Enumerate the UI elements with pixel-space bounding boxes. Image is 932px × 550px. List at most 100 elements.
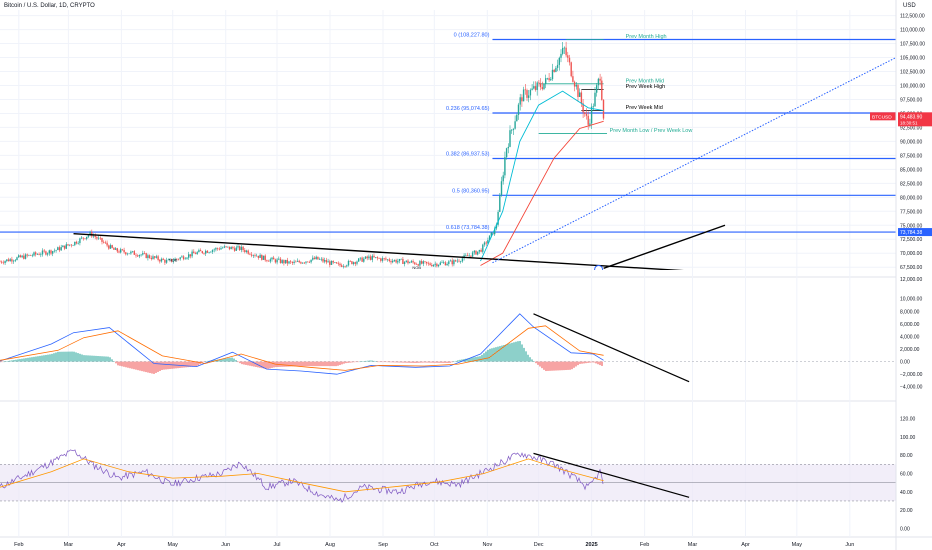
candle-body — [140, 254, 142, 256]
fib-level-label: 0.236 (95,074.65) — [446, 106, 490, 112]
macd-histogram-bar — [475, 356, 477, 362]
candle-body — [460, 261, 462, 262]
candle-body — [257, 255, 260, 258]
candle-body — [104, 242, 107, 244]
candle-body — [346, 265, 348, 267]
symbol-badge-text: BTCUSD — [872, 114, 892, 120]
macd-histogram-bar — [87, 355, 89, 362]
candle-body — [191, 251, 193, 257]
candle-body — [103, 241, 105, 243]
macd-histogram-bar — [331, 361, 333, 367]
macd-histogram-bar — [5, 361, 7, 362]
candle-body — [354, 262, 356, 264]
candle-body — [480, 249, 482, 252]
candle-body — [232, 247, 234, 249]
candle-body — [133, 251, 135, 255]
candle-body — [444, 262, 447, 266]
macd-histogram-bar — [17, 359, 19, 362]
price-y-tick: 92,500.00 — [900, 125, 922, 131]
candle-body — [228, 246, 231, 250]
macd-histogram-bar — [431, 361, 433, 363]
candle-body — [211, 250, 214, 252]
candle-body — [14, 260, 16, 261]
candle-body — [599, 78, 601, 81]
candle-body — [65, 244, 67, 249]
macd-histogram-bar — [385, 361, 387, 363]
macd-histogram-bar — [487, 349, 489, 362]
x-tick-label: May — [168, 542, 179, 548]
candle-body — [171, 258, 173, 262]
macd-histogram-bar — [403, 361, 405, 363]
candle-body — [181, 256, 183, 258]
candle-body — [412, 261, 414, 263]
macd-histogram-bar — [51, 353, 53, 362]
macd-histogram-bar — [243, 361, 245, 365]
candle-body — [541, 87, 543, 90]
candle-body — [592, 106, 594, 107]
macd-histogram-bar — [71, 351, 73, 362]
macd-histogram-bar — [165, 361, 167, 370]
macd-histogram-bar — [25, 358, 27, 362]
rsi-y-tick: 120.00 — [900, 417, 916, 423]
macd-histogram-bar — [373, 360, 375, 362]
candle-body — [358, 258, 360, 262]
candle-body — [347, 260, 350, 266]
candle-body — [155, 256, 158, 258]
macd-histogram-bar — [445, 361, 447, 363]
macd-histogram-bar — [533, 361, 535, 363]
candle-body — [16, 257, 18, 261]
macd-histogram-bar — [555, 361, 557, 371]
candle-body — [392, 260, 394, 263]
candle-body — [45, 251, 47, 255]
candle-body — [80, 237, 83, 239]
macd-line — [0, 313, 604, 375]
x-tick-label: 2025 — [586, 542, 598, 548]
candle-body — [410, 261, 413, 263]
candle-body — [369, 256, 372, 260]
candle-body — [252, 255, 254, 256]
macd-histogram-bar — [191, 361, 193, 367]
macd-histogram-bar — [519, 341, 521, 362]
macd-histogram-bar — [315, 361, 317, 367]
macd-histogram-bar — [267, 361, 269, 369]
candle-body — [220, 248, 222, 250]
candle-body — [162, 258, 164, 260]
candle-body — [427, 263, 430, 264]
candle-body — [143, 253, 146, 254]
macd-histogram-bar — [299, 361, 301, 367]
candle-body — [318, 259, 321, 260]
candle-body — [451, 260, 453, 265]
macd-histogram-bar — [321, 361, 323, 367]
candle-body — [533, 86, 535, 89]
candle-body — [58, 247, 61, 251]
candle-body — [485, 242, 487, 244]
macd-histogram-bar — [233, 358, 235, 362]
candle-body — [534, 86, 537, 90]
macd-histogram-bar — [401, 361, 403, 363]
macd-histogram-bar — [263, 361, 265, 369]
candle-body — [512, 128, 515, 130]
rsi-y-tick: 80.00 — [900, 453, 913, 459]
macd-histogram-bar — [265, 361, 267, 369]
candle-body — [393, 259, 396, 261]
candle-body — [116, 248, 118, 252]
candle-body — [308, 262, 311, 263]
macd-histogram-bar — [0, 361, 1, 363]
macd-histogram-bar — [581, 361, 583, 364]
candle-body — [539, 83, 542, 88]
candle-body — [344, 266, 346, 267]
candle-body — [74, 241, 76, 246]
macd-histogram-bar — [189, 361, 191, 367]
candle-body — [502, 175, 504, 182]
candle-body — [339, 263, 341, 266]
macd-histogram-bar — [489, 348, 491, 362]
macd-histogram-bar — [521, 344, 523, 362]
macd-histogram-bar — [245, 361, 247, 365]
candle-body — [375, 257, 377, 258]
candle-body — [524, 89, 526, 91]
candle-body — [322, 258, 324, 262]
macd-histogram-bar — [513, 342, 515, 362]
candle-body — [40, 254, 42, 256]
price-y-tick: 85,000.00 — [900, 167, 922, 173]
